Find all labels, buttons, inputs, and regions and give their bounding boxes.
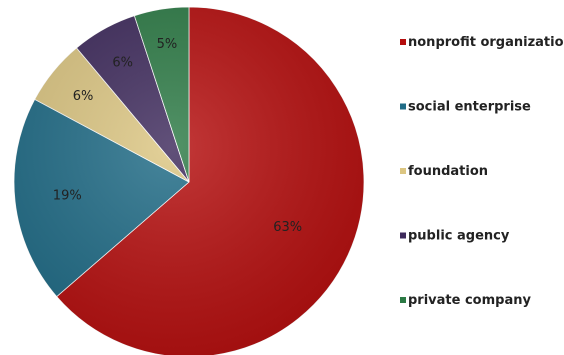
pie-slice-labels: 63% 19% 6% 6% 5%	[53, 37, 302, 235]
legend-label-public-agency: public agency	[408, 229, 510, 244]
slice-value-label: 6%	[112, 56, 133, 71]
pie-slices	[13, 6, 365, 355]
legend-swatch-nonprofit-organization	[400, 39, 406, 45]
slice-value-label: 6%	[73, 89, 94, 104]
slice-value-label: 63%	[273, 220, 302, 235]
legend-label-nonprofit-organization: nonprofit organization	[408, 35, 564, 50]
slice-value-label: 19%	[53, 189, 82, 204]
legend-swatch-social-enterprise	[400, 103, 406, 110]
legend-label-social-enterprise: social enterprise	[408, 100, 531, 115]
legend: nonprofit organization social enterprise f…	[400, 35, 564, 308]
slice-value-label: 5%	[157, 37, 178, 52]
legend-swatch-private-company	[400, 297, 406, 303]
legend-swatch-public-agency	[400, 232, 406, 239]
legend-label-foundation: foundation	[408, 164, 488, 179]
legend-label-private-company: private company	[408, 293, 531, 308]
legend-swatch-foundation	[400, 168, 406, 174]
